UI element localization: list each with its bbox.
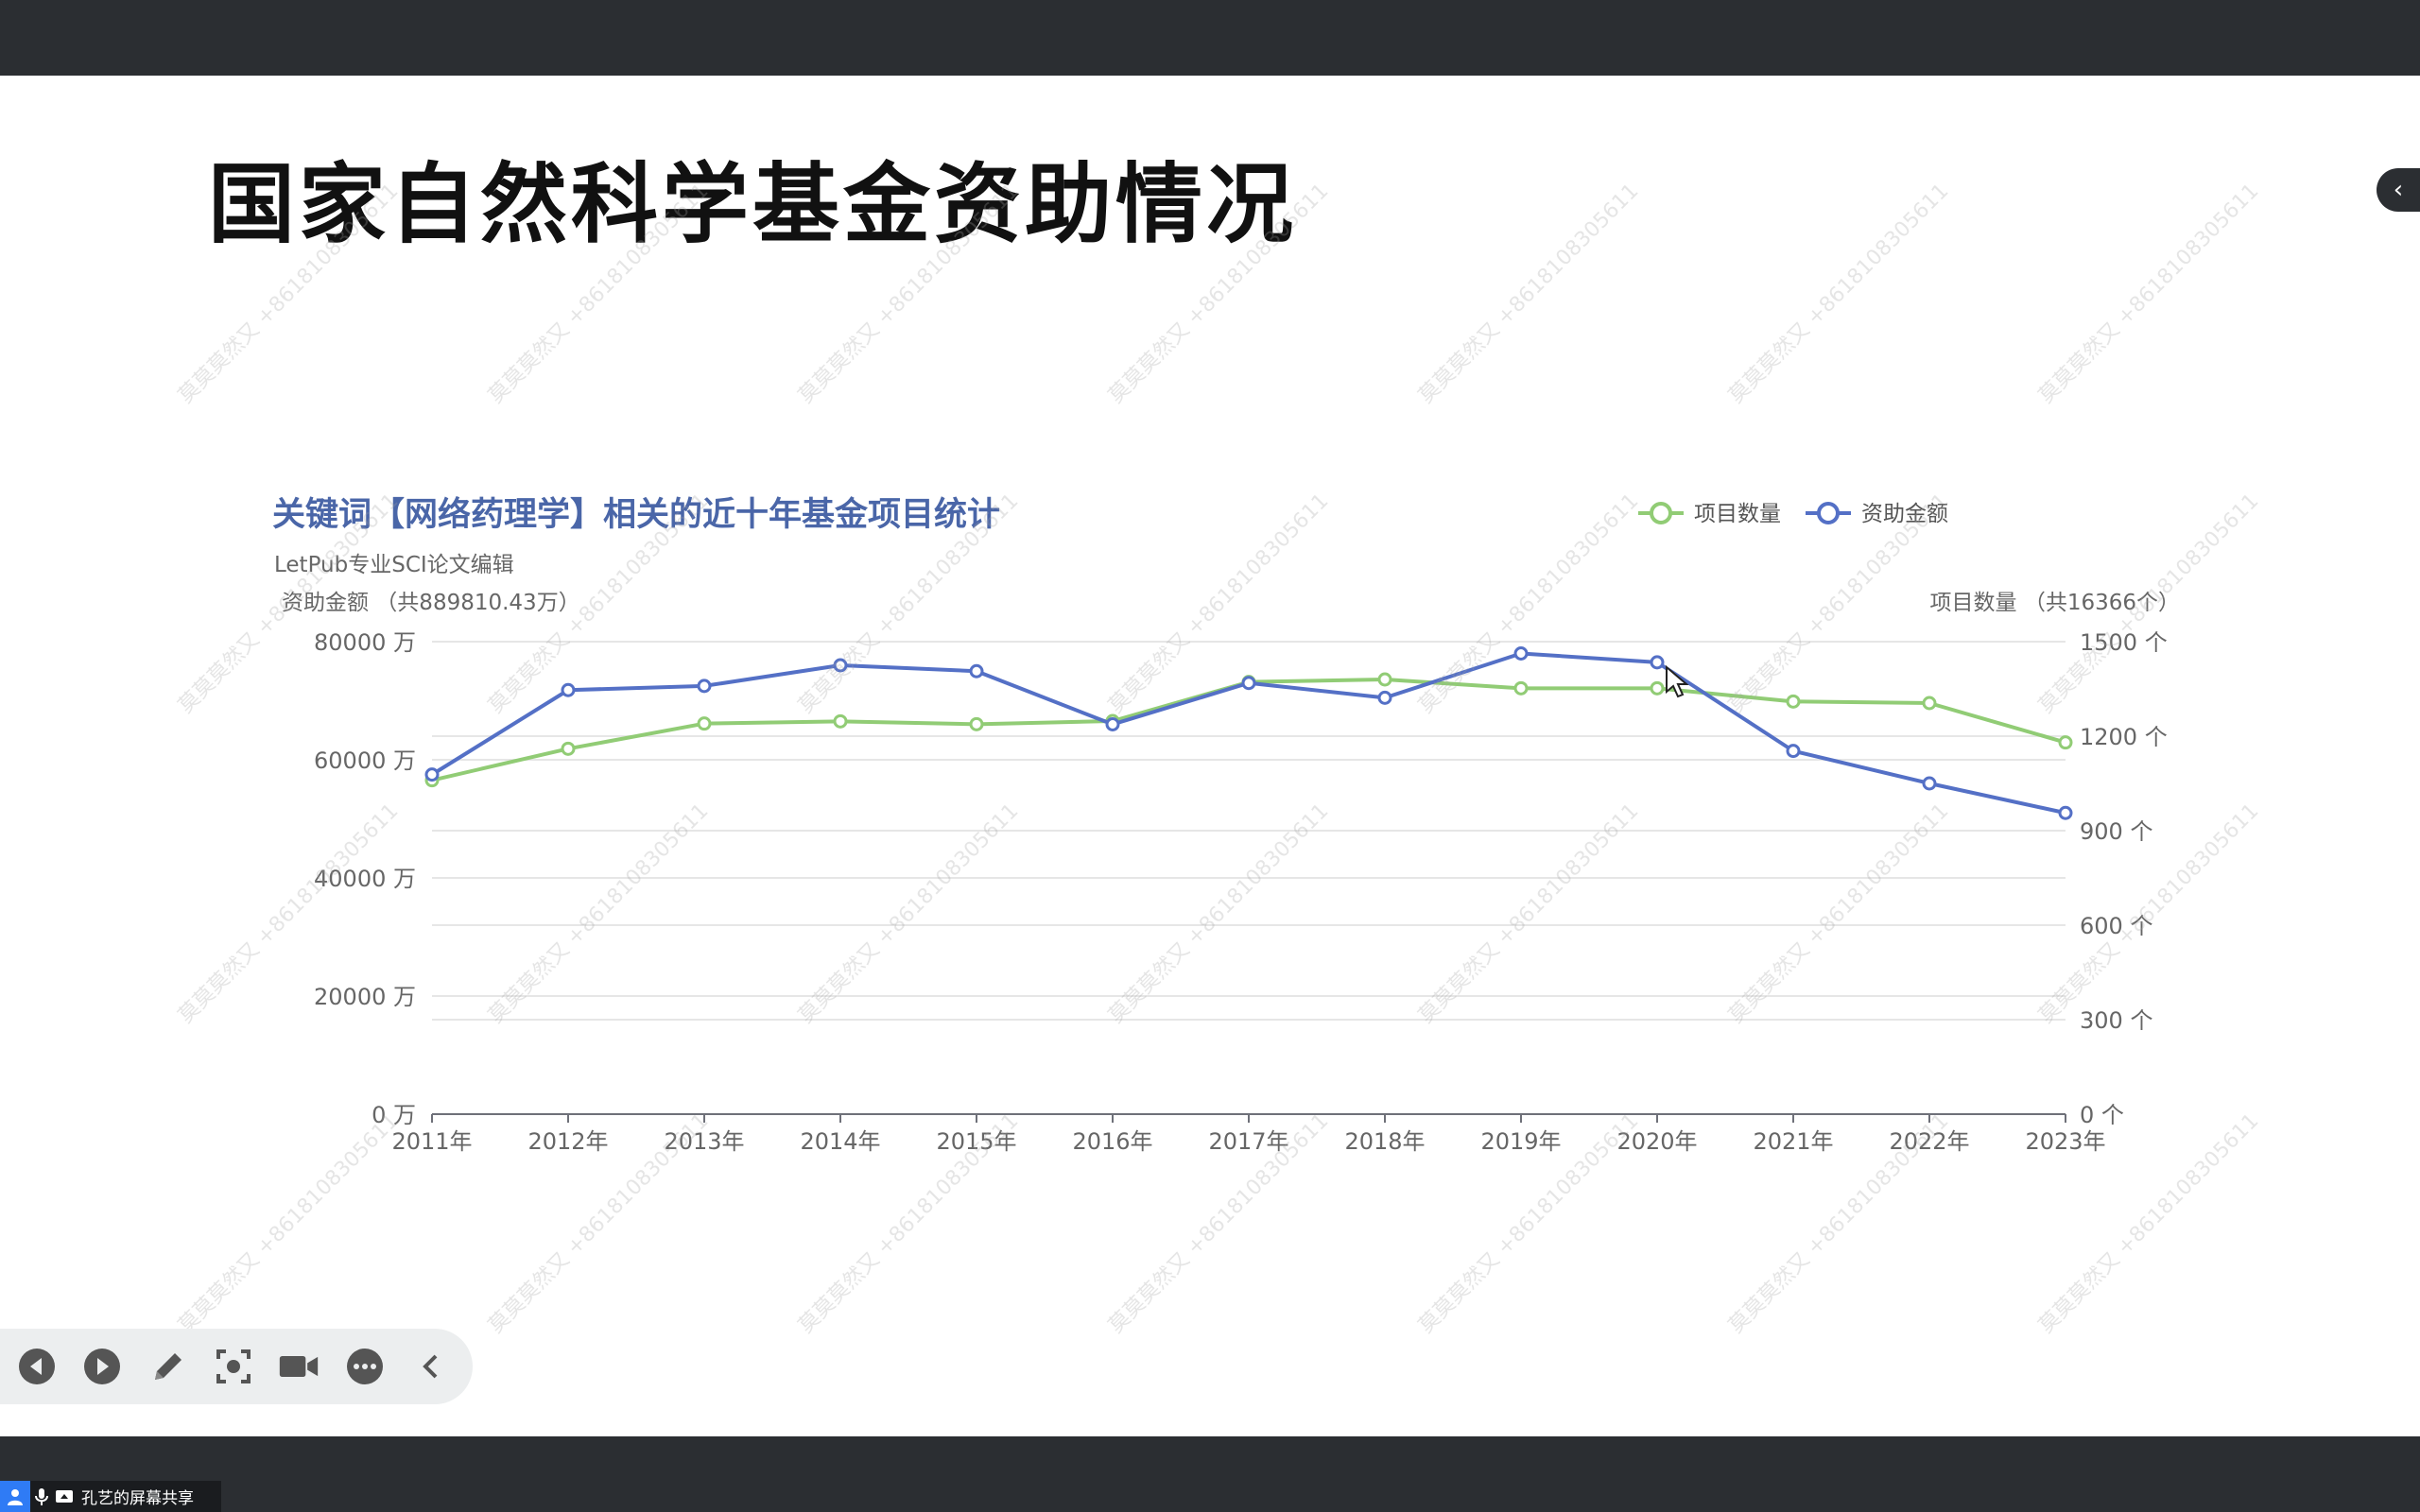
x-tick-label: 2022年 — [1889, 1128, 1969, 1155]
data-point — [1241, 676, 1256, 691]
data-point — [561, 682, 576, 697]
chart-subtitle: LetPub专业SCI论文编辑 — [274, 553, 514, 577]
left-axis-ticks: 0 万 20000 万 40000 万 60000 万 80000 万 — [314, 629, 416, 1128]
data-point — [1922, 696, 1937, 711]
series-line-0 — [431, 678, 2066, 782]
screenshot-icon — [216, 1349, 251, 1383]
mouse-cursor-icon — [1666, 664, 1689, 698]
left-tick-label: 20000 万 — [314, 984, 416, 1010]
side-panel-toggle-button[interactable]: ‹ — [2377, 168, 2420, 212]
microphone-icon[interactable] — [30, 1481, 53, 1512]
top-bar — [0, 0, 2420, 76]
series-layer — [424, 646, 2073, 820]
legend-item-amount[interactable]: 资助金额 — [1806, 502, 1948, 526]
x-axis: 2011年 2012年 2013年 2014年 2015年 2016年 2017年 2018年… — [391, 1113, 2106, 1155]
data-point — [833, 713, 848, 729]
series-1 — [424, 646, 2073, 820]
x-tick-label: 2017年 — [1208, 1128, 1288, 1155]
bottom-bar — [0, 1436, 2420, 1512]
presentation-slide: 国家自然科学基金资助情况 关键词【网络药理学】相关的近十年基金项目统计 LetP… — [0, 76, 2420, 1436]
data-point — [2058, 805, 2073, 820]
data-point — [969, 716, 984, 731]
pen-tool-button[interactable] — [147, 1346, 189, 1387]
data-point — [1513, 680, 1529, 696]
right-tick-label: 300 个 — [2080, 1007, 2152, 1034]
legend-marker-count — [1650, 502, 1672, 524]
data-point — [424, 767, 440, 782]
left-tick-label: 40000 万 — [314, 866, 416, 892]
data-point — [1786, 744, 1801, 759]
data-point — [969, 663, 984, 679]
data-point — [1105, 717, 1120, 731]
data-point — [561, 741, 576, 756]
x-tick-label: 2013年 — [664, 1128, 744, 1155]
right-axis-label: 项目数量 （共16366个） — [1930, 591, 2180, 615]
camera-button[interactable] — [278, 1346, 320, 1387]
data-point — [833, 658, 848, 673]
x-tick-label: 2023年 — [2025, 1128, 2105, 1155]
grid-right-axis — [432, 641, 2066, 1021]
collapse-icon — [423, 1354, 438, 1379]
x-tick-label: 2020年 — [1616, 1128, 1697, 1155]
right-axis-ticks: 0 个 300 个 600 个 900 个 1200 个 1500 个 — [2080, 629, 2168, 1128]
data-point — [1377, 672, 1392, 687]
legend-marker-amount — [1817, 502, 1840, 524]
chart-title: 关键词【网络药理学】相关的近十年基金项目统计 — [272, 495, 1000, 534]
screen-share-status[interactable]: 孔艺的屏幕共享 — [0, 1481, 221, 1512]
x-tick-label: 2018年 — [1344, 1128, 1425, 1155]
x-tick-label: 2021年 — [1753, 1128, 1833, 1155]
right-tick-label: 0 个 — [2080, 1102, 2124, 1128]
screenshot-button[interactable] — [213, 1346, 254, 1387]
camera-icon — [279, 1356, 319, 1377]
slide-title: 国家自然科学基金资助情况 — [208, 153, 1298, 255]
x-tick-label: 2019年 — [1480, 1128, 1561, 1155]
right-tick-label: 900 个 — [2080, 818, 2152, 845]
legend-label-count: 项目数量 — [1694, 502, 1781, 526]
data-point — [697, 716, 712, 731]
previous-slide-button[interactable] — [16, 1346, 58, 1387]
collapse-toolbar-button[interactable] — [410, 1346, 452, 1387]
legend-label-amount: 资助金额 — [1861, 502, 1948, 526]
right-tick-label: 1200 个 — [2080, 724, 2168, 750]
next-slide-button[interactable] — [81, 1346, 123, 1387]
right-tick-label: 600 个 — [2080, 913, 2152, 939]
data-point — [1650, 680, 1665, 696]
data-point — [1377, 690, 1392, 705]
left-tick-label: 80000 万 — [314, 629, 416, 656]
data-point — [1786, 694, 1801, 709]
series-0 — [424, 672, 2073, 788]
data-point — [1513, 646, 1529, 661]
data-point — [697, 679, 712, 694]
x-tick-label: 2012年 — [527, 1128, 608, 1155]
data-point — [1650, 655, 1665, 670]
chevron-left-icon: ‹ — [2393, 176, 2404, 204]
next-icon — [84, 1349, 120, 1384]
x-tick-label: 2011年 — [391, 1128, 472, 1155]
line-chart: 关键词【网络药理学】相关的近十年基金项目统计 LetPub专业SCI论文编辑 资… — [272, 495, 2180, 1155]
chart-legend[interactable]: 项目数量 资助金额 — [1638, 502, 1948, 526]
right-tick-label: 1500 个 — [2080, 629, 2168, 656]
presentation-toolbar — [0, 1329, 473, 1404]
x-tick-label: 2014年 — [800, 1128, 880, 1155]
left-tick-label: 60000 万 — [314, 747, 416, 774]
prev-icon — [19, 1349, 55, 1384]
screen-share-icon — [53, 1481, 76, 1512]
x-tick-label: 2015年 — [936, 1128, 1016, 1155]
legend-item-count[interactable]: 项目数量 — [1638, 502, 1781, 526]
user-icon — [0, 1481, 30, 1512]
left-tick-label: 0 万 — [372, 1102, 416, 1128]
pen-icon — [155, 1353, 182, 1380]
x-tick-label: 2016年 — [1072, 1128, 1152, 1155]
data-point — [2058, 735, 2073, 750]
data-point — [1922, 776, 1937, 791]
grid-left-axis — [432, 641, 2066, 997]
more-options-button[interactable] — [344, 1346, 386, 1387]
more-icon — [347, 1349, 383, 1384]
left-axis-label: 资助金额 （共889810.43万） — [282, 591, 580, 615]
screen-share-label: 孔艺的屏幕共享 — [81, 1489, 194, 1508]
